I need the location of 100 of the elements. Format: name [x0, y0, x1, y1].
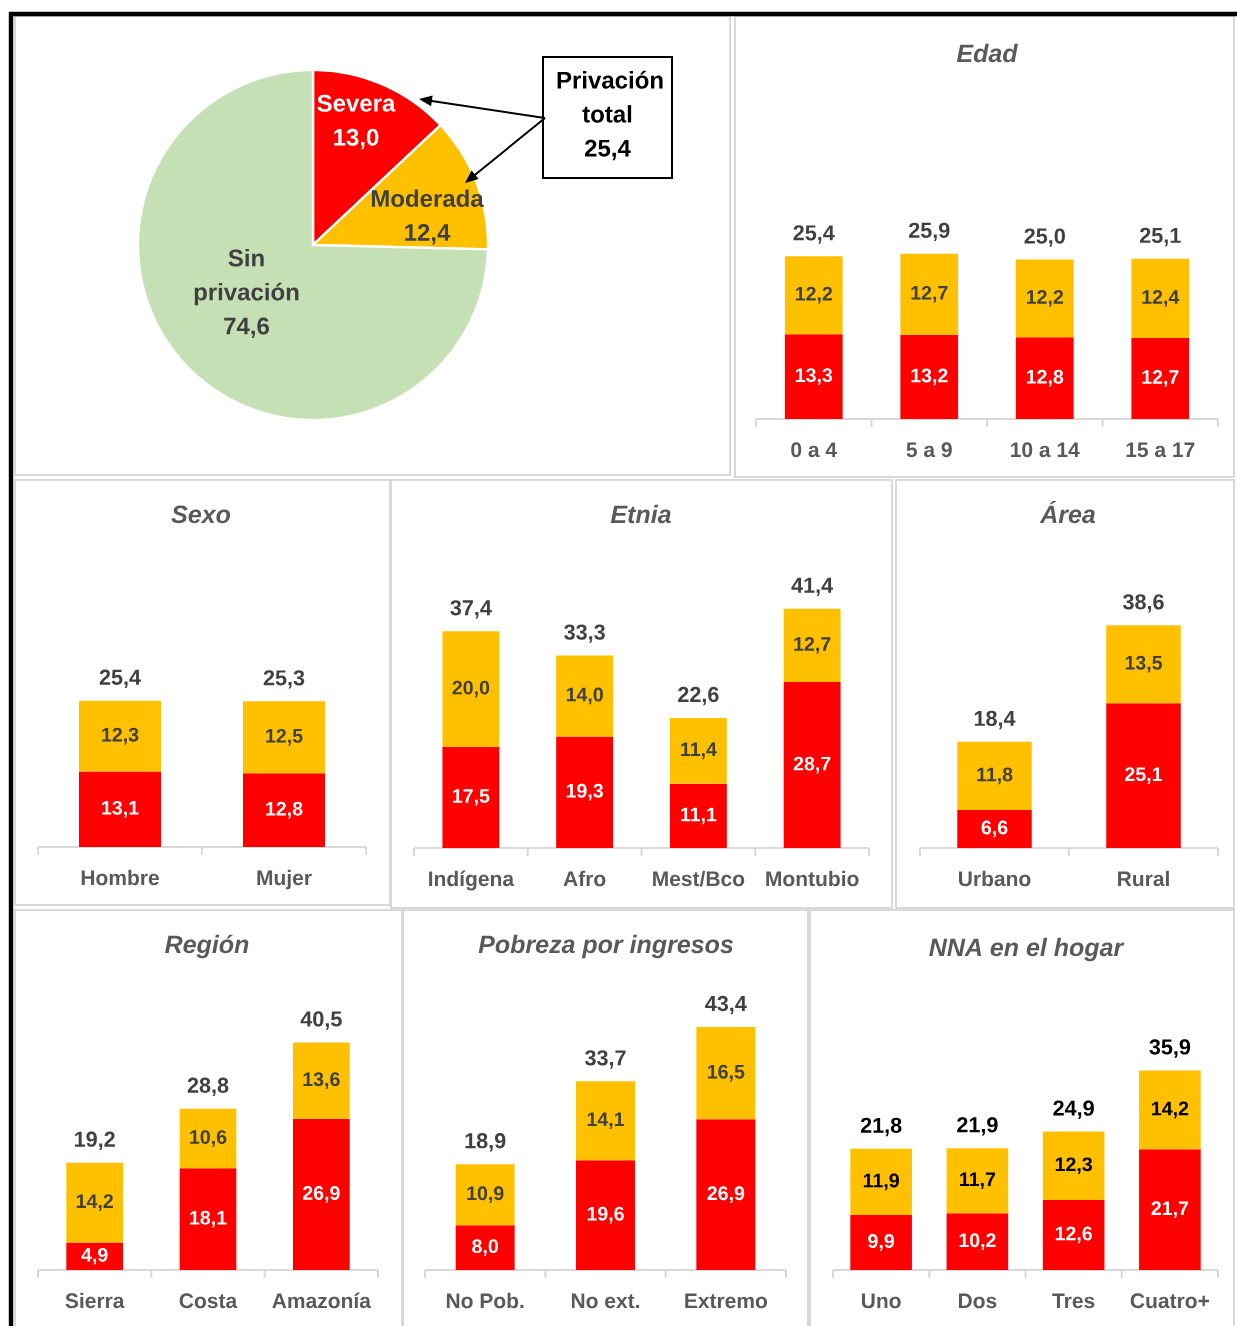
chart-title: Pobreza por ingresos — [478, 934, 733, 959]
data-label: 25,1 — [1125, 767, 1163, 784]
chart-title: Etnia — [610, 504, 671, 524]
slice-label: Severa — [317, 94, 396, 112]
bar — [66, 1242, 123, 1270]
bar — [1139, 1070, 1201, 1150]
data-label: 12,5 — [266, 728, 303, 746]
x-tick-label: Sierra — [65, 1292, 125, 1309]
data-label: 12,2 — [1026, 290, 1064, 307]
bar — [850, 1214, 912, 1270]
bar — [455, 1225, 515, 1270]
total-label: 19,2 — [75, 1131, 115, 1150]
bar — [79, 700, 161, 772]
bar — [1131, 337, 1190, 419]
x-tick-label: Extremo — [685, 1293, 768, 1309]
total-label: 18,4 — [974, 710, 1016, 730]
x-tick-label: Cuatro+ — [1130, 1293, 1209, 1309]
bar — [784, 256, 843, 335]
bar — [243, 773, 325, 847]
data-label: 10,9 — [467, 1186, 504, 1204]
total-label: 22,6 — [678, 686, 719, 706]
chart-title: Área — [1039, 500, 1096, 524]
x-tick-label: No ext. — [571, 1293, 640, 1309]
chart-title: Edad — [956, 43, 1018, 63]
data-label: 16,5 — [707, 1064, 745, 1082]
bar — [1015, 259, 1074, 338]
chart-title: Sexo — [171, 505, 231, 524]
total-label: 40,5 — [300, 1011, 342, 1030]
data-label: 14,2 — [76, 1194, 113, 1211]
data-label: 12,2 — [795, 286, 833, 304]
bar — [442, 631, 500, 747]
total-label: 35,9 — [1149, 1039, 1191, 1058]
data-label: 12,8 — [266, 801, 303, 819]
x-tick-label: Rural — [1118, 870, 1169, 887]
data-label: 12,8 — [1026, 369, 1064, 387]
bar — [1131, 258, 1190, 338]
total-label: 37,4 — [450, 600, 492, 619]
data-label: 19,6 — [587, 1206, 624, 1224]
data-label: 4,9 — [81, 1247, 108, 1265]
total-label: 33,3 — [564, 624, 605, 643]
x-tick-label: Uno — [861, 1293, 901, 1309]
total-label: 25,4 — [99, 669, 141, 689]
total-label: 28,8 — [187, 1077, 229, 1097]
x-tick-label: Indígena — [429, 870, 515, 891]
chart-title: NNA en el hogar — [929, 937, 1125, 962]
x-tick-label: Hombre — [81, 869, 159, 886]
bar — [576, 1081, 635, 1161]
bar — [900, 334, 959, 419]
data-label: 11,1 — [681, 807, 717, 825]
total-label: 38,6 — [1122, 594, 1164, 613]
text: Privación total 25,4 — [557, 70, 663, 161]
total-label: 25,3 — [263, 670, 305, 689]
bar — [669, 783, 727, 848]
bar — [556, 655, 614, 737]
bar — [900, 253, 959, 335]
data-label: 12,6 — [1055, 1226, 1092, 1244]
data-label: 12,7 — [911, 285, 948, 303]
data-label: 8,0 — [472, 1239, 498, 1256]
total-label: 43,4 — [705, 995, 747, 1015]
bar — [1139, 1149, 1201, 1270]
data-label: 12,4 — [405, 224, 451, 245]
total-label: 41,4 — [791, 577, 834, 597]
data-label: 74,6 — [224, 317, 269, 339]
bar — [946, 1213, 1009, 1270]
bar — [556, 736, 614, 848]
x-tick-label: Costa — [179, 1293, 238, 1309]
x-tick-label: 0 a 4 — [791, 442, 837, 458]
x-tick-label: Dos — [958, 1293, 997, 1309]
chart-title: Región — [165, 934, 249, 959]
bar — [850, 1148, 912, 1215]
x-tick-label: 10 a 14 — [1011, 442, 1080, 458]
x-tick-label: Tres — [1052, 1293, 1095, 1309]
x-tick-label: Afro — [563, 870, 606, 887]
data-label: 14,2 — [1152, 1101, 1189, 1119]
x-tick-label: Amazonía — [272, 1292, 372, 1309]
data-label: 12,7 — [794, 637, 831, 654]
data-label: 21,7 — [1151, 1201, 1189, 1219]
bar — [576, 1160, 635, 1270]
data-label: 13,6 — [303, 1072, 340, 1089]
x-tick-label: Montubio — [766, 870, 859, 887]
data-label: 26,9 — [302, 1186, 340, 1203]
bar — [179, 1108, 237, 1169]
total-label: 25,9 — [908, 222, 950, 242]
data-label: 13,5 — [1125, 655, 1163, 673]
bar — [946, 1148, 1009, 1214]
data-label: 12,7 — [1142, 370, 1179, 387]
bar — [783, 608, 841, 683]
total-label: 21,8 — [860, 1117, 902, 1137]
x-tick-label: Mest/Bco — [653, 870, 745, 887]
slice-label: Sin privación — [194, 248, 299, 306]
data-label: 11,7 — [960, 1172, 996, 1190]
data-label: 10,6 — [190, 1130, 227, 1147]
bar — [669, 717, 727, 784]
bar — [1106, 703, 1181, 848]
data-label: 11,8 — [977, 767, 1013, 785]
data-label: 14,1 — [587, 1112, 625, 1130]
data-label: 10,2 — [959, 1233, 996, 1251]
data-label: 18,1 — [190, 1210, 227, 1228]
data-label: 13,2 — [911, 368, 948, 386]
data-label: 14,0 — [566, 687, 603, 705]
